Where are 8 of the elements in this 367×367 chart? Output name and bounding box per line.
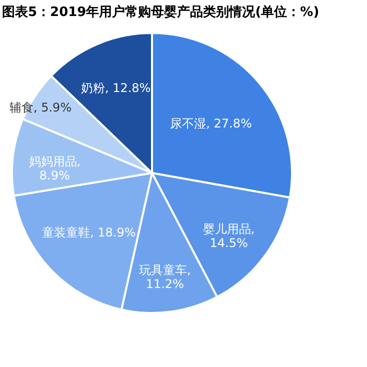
slice-label: 奶粉, 12.8%: [80, 80, 151, 95]
chart-title: 图表5：2019年用户常购母婴产品类别情况(单位：%): [2, 4, 320, 20]
slice-label: 玩具童车, 11.2%: [138, 263, 191, 292]
slice-label: 妈妈用品, 8.9%: [28, 154, 81, 183]
slice-label: 童装童鞋, 18.9%: [42, 226, 136, 240]
slice-label: 辅食, 5.9%: [9, 100, 72, 115]
slice-label: 尿不湿, 27.8%: [170, 116, 252, 131]
slice-label: 婴儿用品, 14.5%: [202, 222, 255, 250]
